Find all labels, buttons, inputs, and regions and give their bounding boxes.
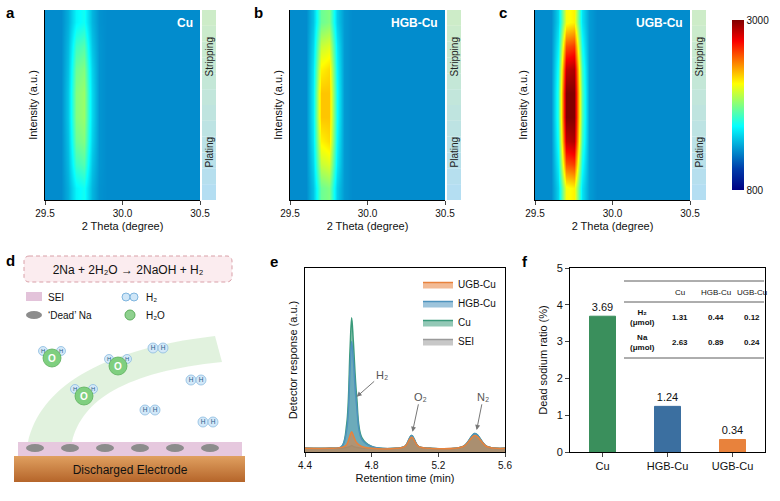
- svg-text:0.12: 0.12: [744, 313, 760, 322]
- svg-text:HGB-Cu: HGB-Cu: [701, 288, 731, 297]
- svg-text:4.4: 4.4: [298, 460, 312, 471]
- svg-text:Plating: Plating: [449, 137, 460, 168]
- svg-text:Cu: Cu: [595, 460, 609, 472]
- svg-text:H: H: [211, 418, 216, 425]
- svg-text:3000: 3000: [747, 15, 770, 26]
- svg-text:SEI: SEI: [48, 292, 64, 303]
- svg-text:N₂: N₂: [477, 391, 489, 403]
- svg-text:H₂(μmol): H₂(μmol): [630, 308, 655, 327]
- svg-text:a: a: [6, 4, 15, 21]
- svg-text:‘Dead’ Na: ‘Dead’ Na: [48, 310, 92, 321]
- svg-text:Detector response (a.u.): Detector response (a.u.): [287, 301, 299, 420]
- svg-text:H₂O: H₂O: [146, 310, 165, 321]
- svg-text:O₂: O₂: [414, 391, 427, 403]
- svg-text:Plating: Plating: [204, 137, 215, 168]
- svg-text:2 Theta (degree): 2 Theta (degree): [572, 220, 654, 232]
- svg-text:Dead sodium ratio (%): Dead sodium ratio (%): [537, 305, 549, 414]
- svg-text:Stripping: Stripping: [449, 37, 460, 76]
- svg-text:H₂: H₂: [376, 369, 388, 381]
- svg-text:H: H: [161, 344, 166, 351]
- svg-text:HGB-Cu: HGB-Cu: [647, 460, 689, 472]
- svg-text:1.24: 1.24: [657, 391, 678, 403]
- svg-text:Cu: Cu: [458, 317, 471, 328]
- svg-text:H: H: [40, 348, 46, 354]
- svg-text:UGB-Cu: UGB-Cu: [712, 460, 754, 472]
- svg-text:UGB-Cu: UGB-Cu: [458, 279, 496, 290]
- svg-text:30.5: 30.5: [680, 208, 700, 219]
- svg-text:H: H: [201, 418, 206, 425]
- svg-text:HGB-Cu: HGB-Cu: [391, 16, 438, 30]
- svg-text:UGB-Cu: UGB-Cu: [636, 16, 683, 30]
- svg-text:H: H: [90, 386, 96, 392]
- svg-text:0.34: 0.34: [722, 424, 743, 436]
- svg-text:30.0: 30.0: [603, 208, 623, 219]
- svg-text:4.8: 4.8: [365, 460, 379, 471]
- svg-text:H: H: [58, 348, 64, 354]
- svg-text:H: H: [151, 344, 156, 351]
- svg-text:H: H: [72, 386, 78, 392]
- svg-text:Na(μmol): Na(μmol): [630, 333, 655, 352]
- svg-text:0: 0: [557, 446, 563, 458]
- svg-text:3.69: 3.69: [592, 301, 613, 313]
- svg-text:30.5: 30.5: [190, 208, 210, 219]
- svg-text:H: H: [199, 376, 204, 383]
- svg-text:SEI: SEI: [458, 336, 474, 347]
- svg-text:Cu: Cu: [177, 16, 193, 30]
- svg-text:e: e: [270, 253, 278, 270]
- svg-text:UGB-Cu: UGB-Cu: [737, 288, 767, 297]
- svg-text:Stripping: Stripping: [694, 37, 705, 76]
- svg-text:29.5: 29.5: [35, 208, 55, 219]
- svg-text:29.5: 29.5: [280, 208, 300, 219]
- svg-text:30.0: 30.0: [113, 208, 133, 219]
- svg-text:800: 800: [747, 185, 764, 196]
- svg-text:b: b: [254, 4, 263, 21]
- svg-text:2 Theta (degree): 2 Theta (degree): [327, 220, 409, 232]
- svg-text:Retention time (min): Retention time (min): [355, 472, 454, 484]
- svg-text:Stripping: Stripping: [204, 37, 215, 76]
- svg-text:Discharged Electrode: Discharged Electrode: [73, 463, 188, 477]
- svg-text:H: H: [124, 356, 130, 362]
- svg-text:Intensity (a.u.): Intensity (a.u.): [517, 70, 529, 140]
- svg-text:5: 5: [557, 262, 563, 274]
- svg-text:H: H: [143, 406, 148, 413]
- svg-text:3: 3: [557, 335, 563, 347]
- svg-text:1: 1: [557, 409, 563, 421]
- svg-text:1.31: 1.31: [672, 313, 688, 322]
- svg-text:Intensity (a.u.): Intensity (a.u.): [272, 70, 284, 140]
- svg-text:29.5: 29.5: [525, 208, 545, 219]
- svg-text:2: 2: [557, 372, 563, 384]
- svg-text:O: O: [114, 361, 122, 372]
- svg-text:HGB-Cu: HGB-Cu: [458, 298, 496, 309]
- svg-text:Cu: Cu: [675, 288, 685, 297]
- svg-text:H: H: [153, 406, 158, 413]
- svg-text:30.5: 30.5: [435, 208, 455, 219]
- svg-text:2.63: 2.63: [672, 338, 688, 347]
- svg-text:5.2: 5.2: [431, 460, 445, 471]
- svg-text:Intensity (a.u.): Intensity (a.u.): [27, 70, 39, 140]
- svg-text:5.6: 5.6: [498, 460, 512, 471]
- svg-text:c: c: [499, 4, 507, 21]
- svg-text:30.0: 30.0: [358, 208, 378, 219]
- svg-text:H: H: [106, 356, 112, 362]
- svg-text:2Na + 2H₂O → 2NaOH + H₂: 2Na + 2H₂O → 2NaOH + H₂: [53, 263, 204, 277]
- svg-text:0.89: 0.89: [708, 338, 724, 347]
- svg-text:0.44: 0.44: [708, 313, 724, 322]
- svg-text:O: O: [48, 353, 56, 364]
- svg-text:4: 4: [557, 299, 563, 311]
- svg-text:Plating: Plating: [694, 137, 705, 168]
- svg-text:2 Theta (degree): 2 Theta (degree): [82, 220, 164, 232]
- svg-text:O: O: [80, 391, 88, 402]
- svg-text:0.24: 0.24: [744, 338, 760, 347]
- svg-text:H: H: [189, 376, 194, 383]
- svg-text:H₂: H₂: [146, 292, 157, 303]
- svg-text:d: d: [6, 252, 15, 269]
- svg-text:f: f: [522, 253, 528, 270]
